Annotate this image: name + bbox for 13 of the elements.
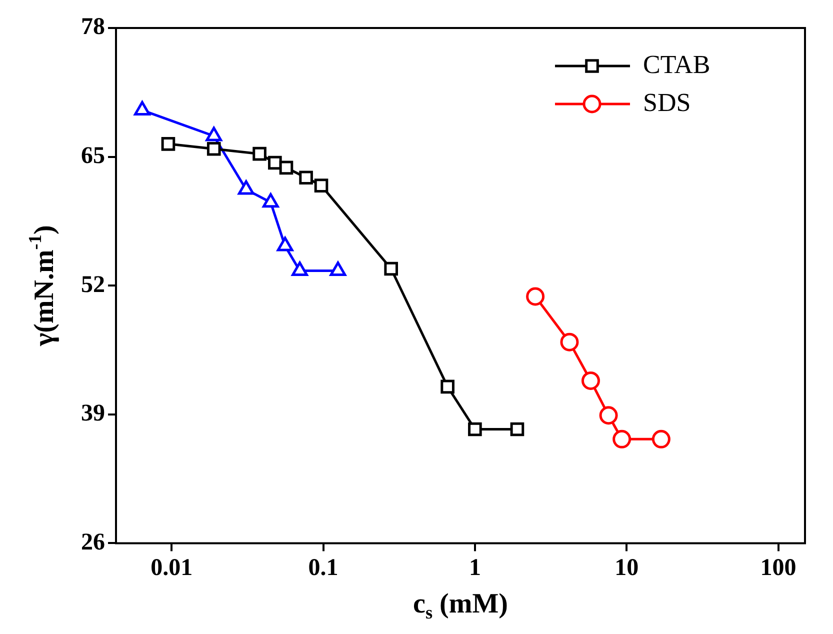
y-tick-label: 52 (81, 272, 105, 298)
x-tick-label: 1 (468, 554, 481, 581)
x-tick-label: 10 (614, 554, 639, 581)
y-tick-label: 39 (81, 400, 105, 427)
y-tick-label: 78 (81, 14, 105, 40)
y-tick-label: 65 (81, 143, 105, 170)
x-tick-label: 0.01 (150, 554, 193, 581)
x-tick-label: 0.1 (308, 554, 338, 581)
y-axis-title: γ(mN.m-1) (24, 225, 60, 347)
legend-label: CTAB (643, 50, 710, 79)
x-tick-label: 100 (760, 554, 796, 581)
legend-label: SDS (643, 88, 691, 117)
y-tick-label: 26 (81, 529, 105, 556)
